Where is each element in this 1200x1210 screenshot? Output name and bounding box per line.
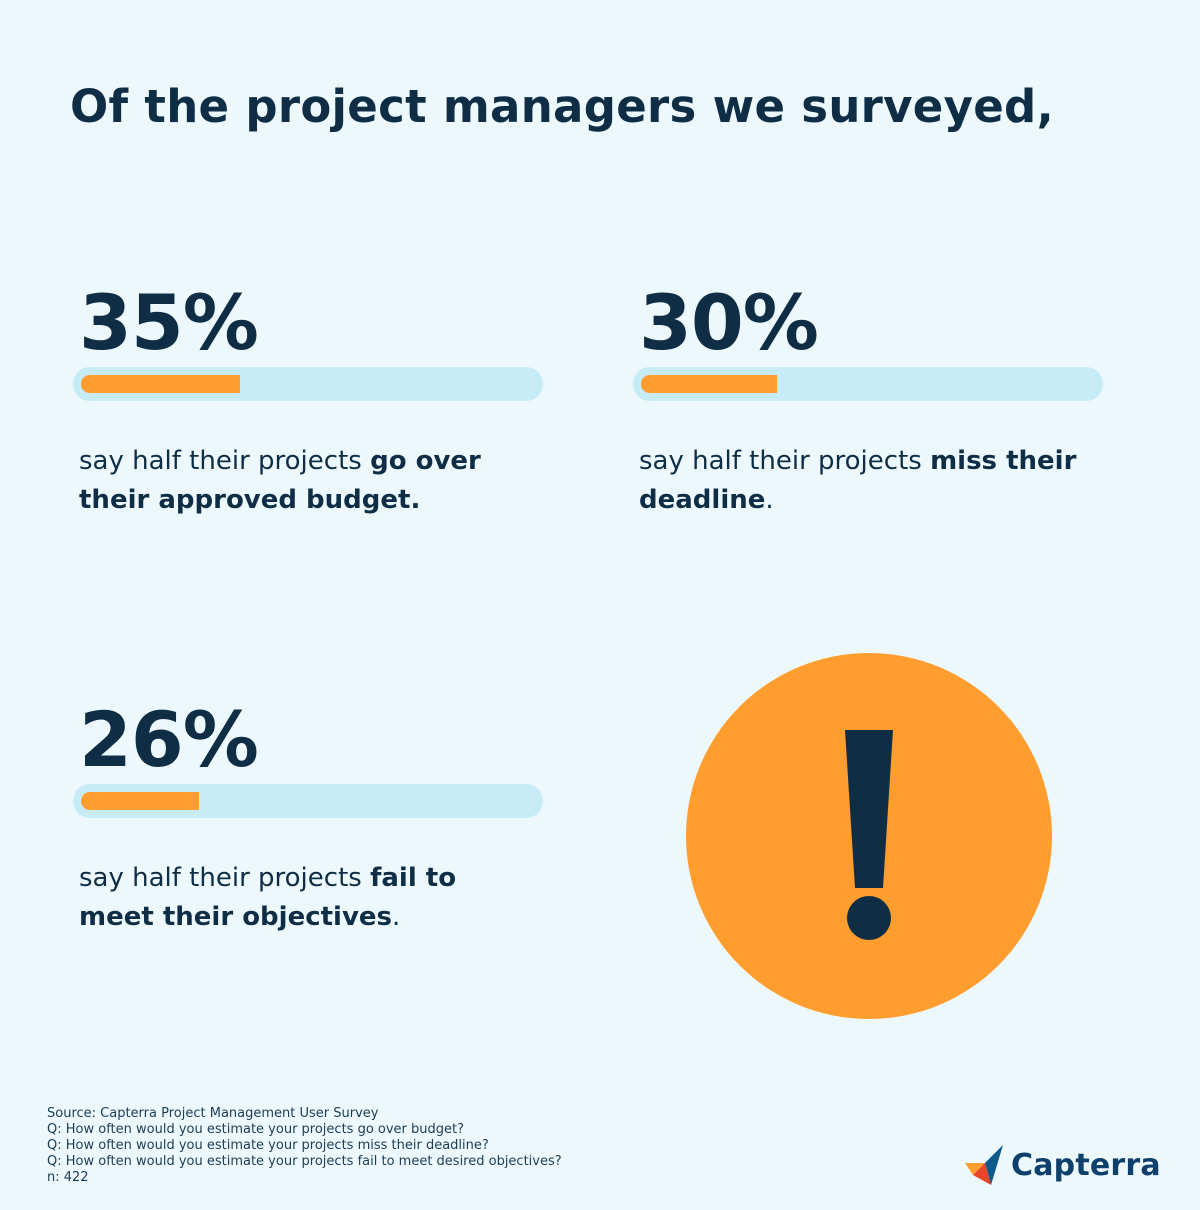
stat-description: say half their projects fail to meet the… [79,859,539,937]
stat-description: say half their projects go over their ap… [79,442,539,520]
capterra-logo-icon [965,1145,1003,1185]
desc-emphasis: fail to meet their objectives [79,863,457,932]
question-line: Q: How often would you estimate your pro… [47,1122,465,1137]
source-footer: Source: Capterra Project Management User… [47,1106,562,1186]
exclamation-icon [686,653,1052,1019]
capterra-wordmark: Capterra [1011,1147,1161,1183]
desc-suffix: . [392,902,401,932]
question-line: Q: How often would you estimate your pro… [47,1154,562,1169]
progress-bar-fill [641,375,777,393]
progress-bar-track [633,367,1103,401]
desc-emphasis: go over their approved budget. [79,446,481,515]
stat-description: say half their projects miss their deadl… [639,442,1099,520]
stat-percent: 35% [79,278,259,367]
capterra-logo: Capterra [965,1143,1161,1187]
progress-bar-track [73,784,543,818]
question-line: Q: How often would you estimate your pro… [47,1138,489,1153]
progress-bar-fill [81,792,199,810]
desc-prefix: say half their projects [639,446,931,476]
headline: Of the project managers we surveyed, [70,80,1054,133]
desc-emphasis: miss their deadline [639,446,1077,515]
stat-percent: 26% [79,695,259,784]
stat-budget: 35% say half their projects go over thei… [73,278,543,515]
stat-deadline: 30% say half their projects miss their d… [633,278,1103,515]
source-line: Source: Capterra Project Management User… [47,1106,379,1121]
stat-percent: 30% [639,278,819,367]
stat-objectives: 26% say half their projects fail to meet… [73,695,543,932]
sample-size: n: 422 [47,1170,89,1185]
progress-bar-track [73,367,543,401]
desc-prefix: say half their projects [79,863,371,893]
progress-bar-fill [81,375,240,393]
desc-suffix: . [765,485,774,515]
desc-prefix: say half their projects [79,446,371,476]
